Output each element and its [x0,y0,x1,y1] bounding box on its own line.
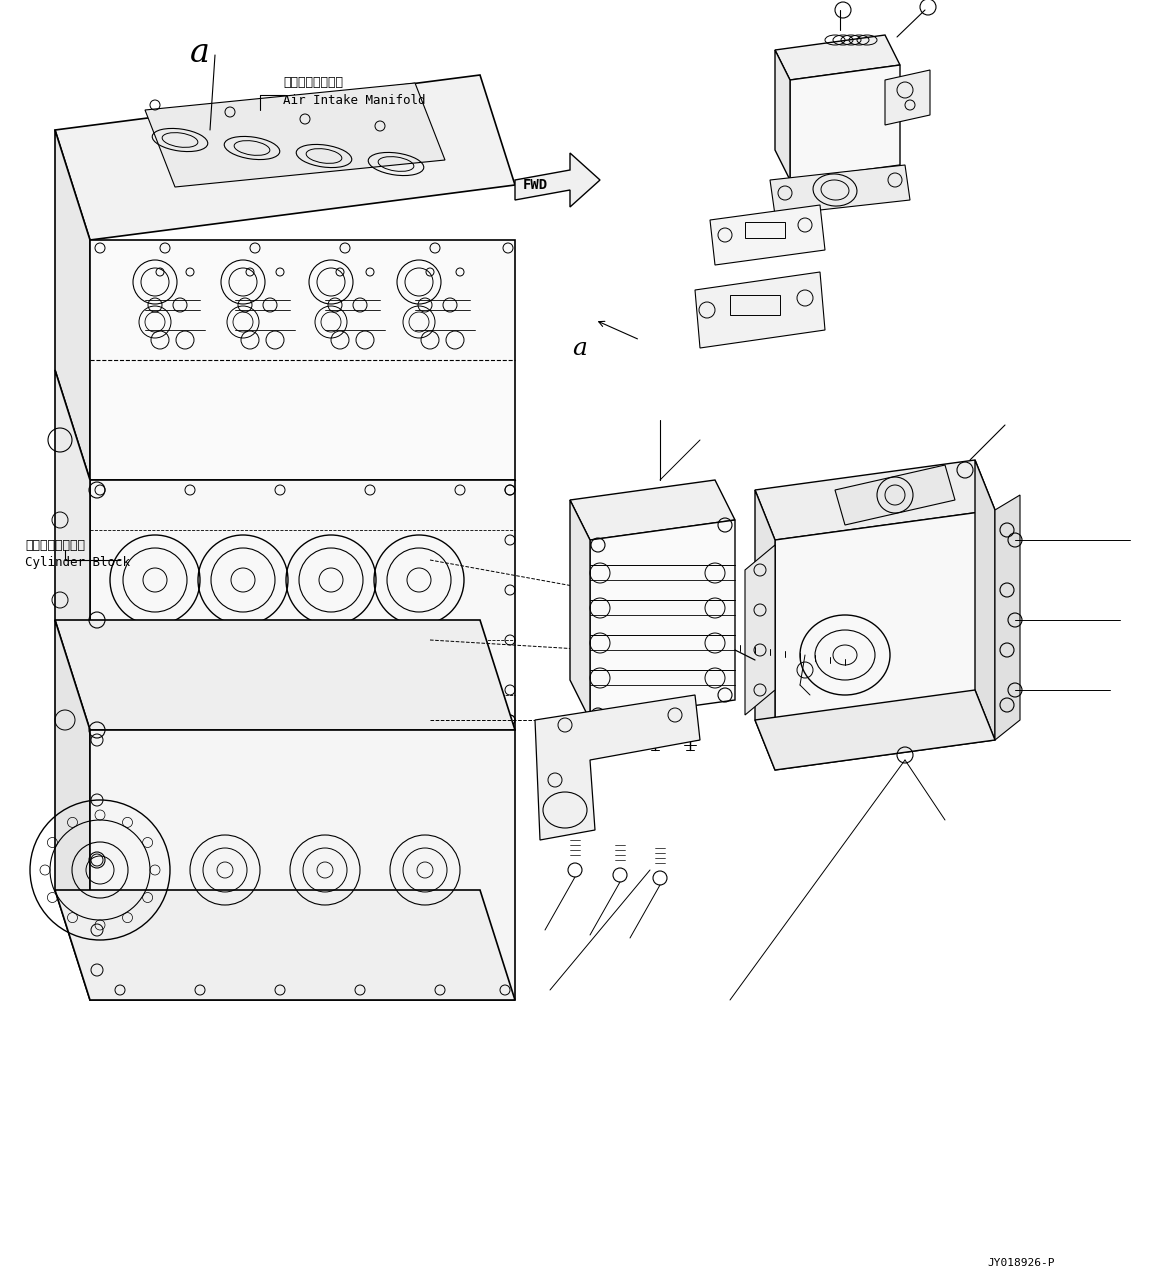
Text: a: a [572,336,587,359]
Polygon shape [55,890,515,999]
Polygon shape [775,510,996,770]
Text: FWD: FWD [523,178,548,192]
Text: a: a [190,37,211,70]
Polygon shape [535,696,700,840]
Polygon shape [775,35,900,80]
Polygon shape [90,480,515,730]
Polygon shape [90,730,515,999]
Polygon shape [145,82,445,187]
Polygon shape [55,620,90,999]
Polygon shape [55,75,515,240]
Polygon shape [885,70,930,125]
Polygon shape [975,460,996,741]
Bar [745,222,785,238]
Polygon shape [775,50,790,180]
Polygon shape [570,480,735,540]
Polygon shape [590,520,735,720]
Polygon shape [755,460,996,540]
Polygon shape [755,690,996,770]
Text: シリンダブロック: シリンダブロック [24,538,85,551]
Text: Cylinder Block: Cylinder Block [24,555,130,568]
Polygon shape [790,64,900,180]
Polygon shape [90,240,515,480]
Polygon shape [996,495,1020,741]
Polygon shape [709,205,825,265]
Polygon shape [835,465,955,526]
Polygon shape [755,489,775,770]
Polygon shape [515,153,600,207]
Polygon shape [55,130,90,480]
Polygon shape [55,620,515,730]
Text: JY018926-P: JY018926-P [987,1258,1055,1267]
Bar [730,295,780,316]
Polygon shape [745,545,775,715]
Polygon shape [570,500,590,720]
Polygon shape [770,165,909,215]
Polygon shape [695,272,825,348]
Polygon shape [55,370,90,730]
Text: Air Intake Manifold: Air Intake Manifold [283,94,426,107]
Text: 吸気マニホールド: 吸気マニホールド [283,76,343,89]
